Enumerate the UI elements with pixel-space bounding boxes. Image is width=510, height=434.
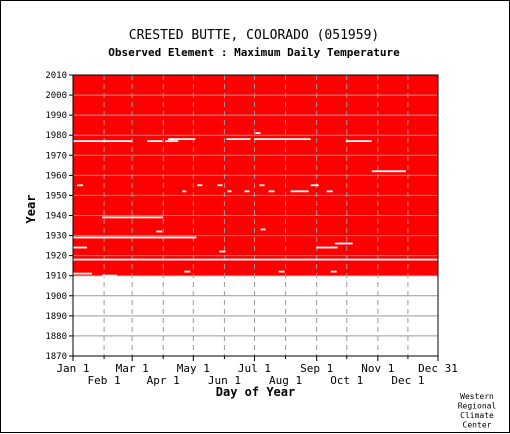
- missing-segment: [259, 184, 265, 187]
- missing-segment: [278, 270, 285, 273]
- credit-line: Center: [463, 421, 492, 430]
- y-tick-label: 1950: [45, 191, 67, 201]
- missing-segment: [371, 170, 406, 173]
- x-tick-label-major: May 1: [177, 362, 210, 375]
- y-tick-label: 2010: [45, 71, 67, 81]
- missing-segment: [197, 184, 203, 187]
- y-tick-label: 1910: [45, 272, 67, 282]
- missing-segment: [73, 236, 197, 239]
- missing-segment: [244, 190, 250, 193]
- missing-segment: [227, 190, 232, 193]
- x-tick-label-minor: Apr 1: [147, 374, 180, 387]
- missing-segment: [168, 138, 196, 141]
- missing-segment: [255, 132, 261, 135]
- x-tick-label-minor: Dec 1: [391, 374, 424, 387]
- y-axis-label: Year: [24, 195, 38, 224]
- missing-segment: [345, 140, 372, 143]
- x-axis-label: Day of Year: [216, 385, 295, 399]
- missing-segment: [268, 190, 275, 193]
- credit-line: Regional: [458, 402, 497, 411]
- missing-segment: [334, 242, 353, 245]
- missing-segment: [165, 140, 179, 143]
- missing-segment: [217, 184, 223, 187]
- y-tick-label: 1890: [45, 312, 67, 322]
- missing-segment: [73, 140, 133, 143]
- y-tick-label: 1980: [45, 131, 67, 141]
- x-tick-label-major: Sep 1: [300, 362, 333, 375]
- missing-segment: [310, 184, 319, 187]
- x-tick-label-major: Jan 1: [56, 362, 89, 375]
- y-tick-label: 1970: [45, 151, 67, 161]
- y-tick-label: 1920: [45, 252, 67, 262]
- missing-segment: [330, 270, 337, 273]
- x-tick-label-major: Jul 1: [238, 362, 271, 375]
- y-tick-label: 1930: [45, 232, 67, 242]
- y-tick-label: 1870: [45, 352, 67, 362]
- missing-segment: [73, 258, 438, 261]
- y-tick-label: 2000: [45, 91, 67, 101]
- missing-segment: [184, 270, 191, 273]
- missing-segment: [219, 250, 226, 253]
- credit-line: Climate: [460, 411, 494, 420]
- missing-segment: [73, 272, 93, 275]
- missing-segment: [260, 228, 266, 231]
- missing-segment: [147, 140, 163, 143]
- missing-segment: [102, 216, 164, 219]
- x-tick-label-minor: Oct 1: [330, 374, 363, 387]
- x-tick-label-major: Dec 31: [418, 362, 458, 375]
- missing-segment: [182, 190, 187, 193]
- missing-segment: [77, 184, 84, 187]
- x-tick-label-minor: Aug 1: [269, 374, 302, 387]
- y-tick-label: 1990: [45, 111, 67, 121]
- x-tick-label-major: Nov 1: [361, 362, 394, 375]
- y-tick-label: 1940: [45, 212, 67, 222]
- missing-segment: [73, 246, 88, 249]
- missing-segment: [102, 274, 118, 277]
- missing-segment: [156, 230, 163, 233]
- x-tick-label-minor: Jun 1: [208, 374, 241, 387]
- chart-subtitle: Observed Element : Maximum Daily Tempera…: [108, 46, 400, 59]
- chart-title: CRESTED BUTTE, COLORADO (051959): [129, 28, 379, 43]
- y-tick-label: 1900: [45, 292, 67, 302]
- credit-line: Western: [460, 392, 494, 401]
- missing-segment: [326, 190, 333, 193]
- y-tick-label: 1960: [45, 171, 67, 181]
- missing-segment: [290, 190, 309, 193]
- x-tick-label-major: Mar 1: [116, 362, 149, 375]
- missing-segment: [254, 138, 311, 141]
- missing-segment: [226, 138, 251, 141]
- y-tick-label: 1880: [45, 332, 67, 342]
- x-tick-label-minor: Feb 1: [88, 374, 121, 387]
- missing-segment: [316, 246, 338, 249]
